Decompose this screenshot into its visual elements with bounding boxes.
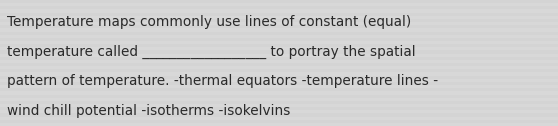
Bar bbox=[0, 22, 558, 25]
Bar bbox=[0, 104, 558, 107]
Bar bbox=[0, 16, 558, 19]
Bar bbox=[0, 41, 558, 44]
Bar bbox=[0, 47, 558, 50]
Bar bbox=[0, 85, 558, 88]
Bar bbox=[0, 28, 558, 32]
Bar bbox=[0, 123, 558, 126]
Bar bbox=[0, 117, 558, 120]
Bar bbox=[0, 9, 558, 13]
Text: Temperature maps commonly use lines of constant (equal): Temperature maps commonly use lines of c… bbox=[7, 15, 411, 29]
Bar bbox=[0, 98, 558, 101]
Bar bbox=[0, 60, 558, 63]
Bar bbox=[0, 3, 558, 6]
Bar bbox=[0, 91, 558, 94]
Bar bbox=[0, 72, 558, 76]
Text: pattern of temperature. -thermal equators -temperature lines -: pattern of temperature. -thermal equator… bbox=[7, 74, 438, 88]
Bar bbox=[0, 66, 558, 69]
Text: temperature called __________________ to portray the spatial: temperature called __________________ to… bbox=[7, 45, 415, 59]
Bar bbox=[0, 110, 558, 113]
Bar bbox=[0, 54, 558, 57]
Text: wind chill potential -isotherms -isokelvins: wind chill potential -isotherms -isokelv… bbox=[7, 104, 290, 118]
Bar bbox=[0, 35, 558, 38]
Bar bbox=[0, 79, 558, 82]
